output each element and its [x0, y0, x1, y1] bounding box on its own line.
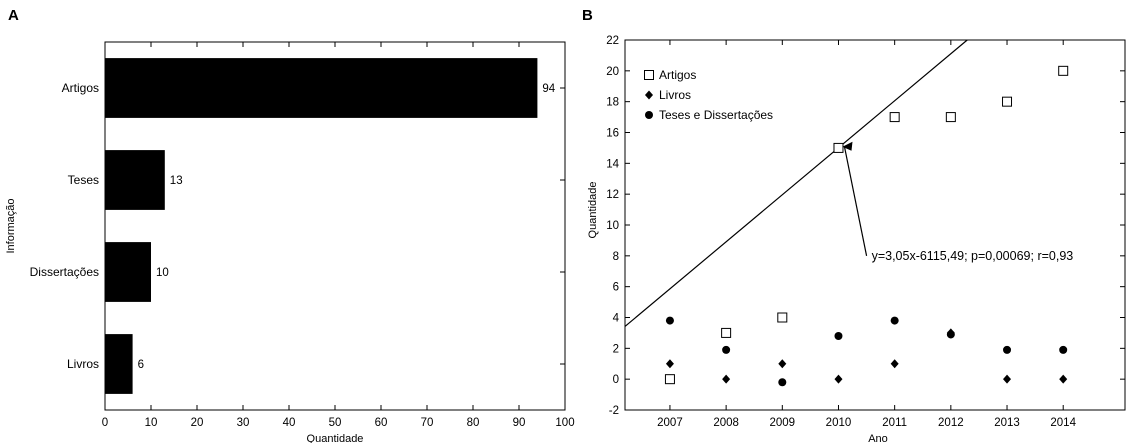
legend-marker	[645, 111, 653, 119]
annotation-arrow	[843, 146, 868, 256]
panel-letter-a: A	[8, 7, 19, 24]
legend-marker	[645, 90, 653, 100]
data-point	[664, 374, 675, 385]
x-tick-label: 80	[467, 417, 480, 429]
category-label: Teses	[68, 173, 99, 187]
x-tick-label: 70	[421, 417, 434, 429]
y-tick-label: 0	[613, 374, 619, 386]
x-axis-a: 0 10 20 30 40 50 60 70 80 90 100	[102, 42, 575, 429]
bar-value-label: 94	[542, 83, 555, 95]
x-tick-label: 2014	[1050, 417, 1076, 429]
x-tick-label: 2010	[826, 417, 852, 429]
data-point	[889, 112, 900, 123]
bar-value-label: 13	[170, 175, 183, 187]
category-label: Artigos	[62, 81, 99, 95]
data-point	[721, 327, 732, 338]
x-tick-label: 10	[145, 417, 158, 429]
legend: Artigos Livros Teses e Dissertações	[644, 68, 773, 122]
data-point	[1058, 65, 1069, 76]
data-point	[946, 330, 955, 339]
y-tick-label: 4	[613, 313, 620, 325]
data-point	[833, 142, 844, 153]
x-axis-label-b: Ano	[868, 433, 888, 443]
x-tick-label: 0	[102, 417, 108, 429]
data-point	[665, 316, 674, 325]
arrow-head	[842, 141, 853, 151]
x-tick-label: 2009	[770, 417, 796, 429]
y-tick-label: 8	[613, 251, 619, 263]
y-tick-label: 22	[606, 35, 619, 47]
data-point	[945, 112, 956, 123]
data-point	[777, 312, 788, 323]
y-axis-label-b: Quantidade	[587, 182, 599, 239]
bar	[105, 58, 538, 118]
scatter-points	[664, 65, 1069, 387]
panel-b: B -2 0 2 4 6 8 10 12 14 16 18 20 22 2007 2008 2009 2010…	[582, 7, 1126, 443]
data-point	[778, 378, 787, 387]
x-tick-label: 60	[375, 417, 388, 429]
data-point	[1002, 96, 1013, 107]
bar	[105, 150, 165, 210]
x-tick-label: 2013	[994, 417, 1020, 429]
x-axis-label-a: Quantidade	[307, 433, 364, 443]
x-tick-label: 20	[191, 417, 204, 429]
x-tick-label: 2012	[938, 417, 964, 429]
x-tick-label: 90	[513, 417, 526, 429]
plot-frame-b	[624, 39, 1126, 411]
y-tick-label: 16	[606, 128, 619, 140]
data-point	[722, 374, 731, 384]
panel-letter-b: B	[582, 7, 593, 24]
y-axis-b: -2 0 2 4 6 8 10 12 14 16 18 20 22	[606, 35, 1125, 417]
x-tick-label: 40	[283, 417, 296, 429]
y-tick-label: 6	[613, 282, 619, 294]
data-point	[1059, 345, 1068, 354]
x-axis-b: 2007 2008 2009 2010 2011 2012 2013 2014	[657, 40, 1077, 429]
data-point	[834, 374, 843, 384]
y-axis-label-a: Informação	[5, 198, 17, 253]
trendline: y=3,05x-6115,49; p=0,00069; r=0,93	[624, 39, 1074, 327]
data-point	[722, 345, 731, 354]
bar-value-label: 10	[156, 267, 169, 279]
data-point	[890, 316, 899, 325]
legend-marker	[644, 70, 654, 80]
category-label: Livros	[67, 357, 99, 371]
bar-value-label: 6	[138, 359, 144, 371]
regression-line	[624, 39, 968, 327]
legend-label: Teses e Dissertações	[659, 108, 773, 122]
data-point	[834, 332, 843, 340]
regression-annotation: y=3,05x-6115,49; p=0,00069; r=0,93	[872, 249, 1074, 263]
data-point	[890, 359, 899, 369]
data-point	[665, 359, 674, 369]
category-label: Dissertações	[30, 265, 99, 279]
legend-label: Artigos	[659, 68, 696, 82]
y-tick-label: 14	[606, 158, 619, 170]
y-tick-label: 10	[606, 220, 619, 232]
data-point	[1003, 374, 1012, 384]
y-tick-label: 18	[606, 97, 619, 109]
x-tick-label: 30	[237, 417, 250, 429]
x-tick-label: 2007	[657, 417, 683, 429]
bar	[105, 242, 151, 302]
data-point	[778, 359, 787, 369]
bars-a: Artigos 94 Teses 13 Dissertações 10 Livros 6	[30, 58, 565, 394]
x-tick-label: 50	[329, 417, 342, 429]
data-point	[1059, 374, 1068, 384]
y-tick-label: -2	[609, 405, 619, 417]
y-tick-label: 20	[606, 66, 619, 78]
x-tick-label: 2011	[882, 417, 907, 429]
data-point	[1003, 345, 1012, 354]
x-tick-label: 2008	[713, 417, 739, 429]
panel-a: A 0 10 20 30 40 50 60 70 80 90 100 Artigos 94 Teses 1…	[5, 7, 575, 443]
legend-label: Livros	[659, 88, 691, 102]
y-tick-label: 12	[606, 189, 619, 201]
y-tick-label: 2	[613, 343, 619, 355]
x-tick-label: 100	[555, 417, 574, 429]
